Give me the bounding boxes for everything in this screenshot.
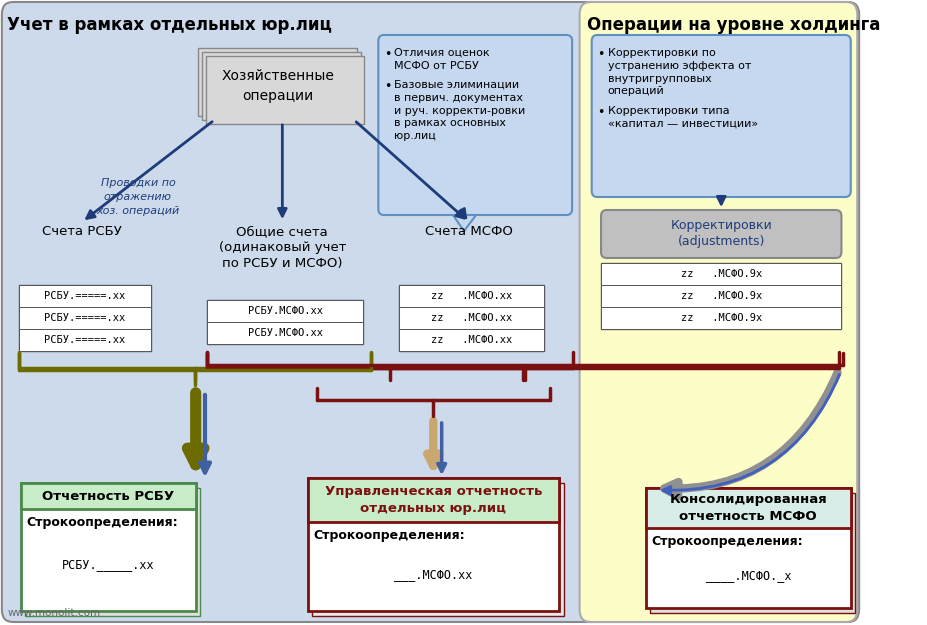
Bar	[308, 478, 559, 522]
Text: Консолидированная
отчетность МСФО: Консолидированная отчетность МСФО	[669, 493, 827, 522]
Text: zz   .МСФО.хх: zz .МСФО.хх	[431, 313, 512, 323]
Text: Проводки по
отражению
хоз. операций: Проводки по отражению хоз. операций	[96, 178, 180, 216]
Text: Управленческая отчетность
отдельных юр.лиц: Управленческая отчетность отдельных юр.л…	[324, 485, 542, 515]
Bar	[206, 56, 364, 124]
Bar	[207, 322, 363, 344]
Bar	[399, 307, 544, 329]
Text: zz   .МСФО.9х: zz .МСФО.9х	[680, 269, 762, 279]
Text: Общие счета
(одинаковый учет
по РСБУ и МСФО): Общие счета (одинаковый учет по РСБУ и М…	[219, 225, 346, 270]
Bar	[601, 263, 842, 285]
Text: Корректировки
(adjustments): Корректировки (adjustments)	[670, 219, 772, 249]
Text: Операции на уровне холдинга: Операции на уровне холдинга	[587, 16, 881, 34]
Text: Счета РСБУ: Счета РСБУ	[42, 225, 122, 238]
Bar	[646, 488, 851, 528]
Text: Хозяйственные
операции: Хозяйственные операции	[222, 69, 334, 102]
Bar	[399, 285, 544, 307]
Bar	[207, 300, 363, 344]
Bar	[20, 483, 196, 611]
Text: •: •	[384, 80, 391, 93]
Text: •: •	[384, 48, 391, 61]
Bar	[198, 48, 357, 116]
Text: www.monolit.com: www.monolit.com	[7, 608, 101, 618]
Text: РСБУ._____.хх: РСБУ._____.хх	[62, 559, 155, 571]
Bar	[308, 478, 559, 611]
Text: Отличия оценок
МСФО от РСБУ: Отличия оценок МСФО от РСБУ	[394, 48, 489, 71]
Bar	[19, 329, 151, 351]
Polygon shape	[453, 215, 476, 231]
Text: zz   .МСФО.9х: zz .МСФО.9х	[680, 313, 762, 323]
Bar	[312, 483, 564, 616]
Text: Отчетность РСБУ: Отчетность РСБУ	[42, 489, 174, 502]
Bar	[19, 285, 151, 351]
Bar	[651, 493, 856, 613]
Bar	[601, 285, 842, 307]
FancyBboxPatch shape	[2, 2, 859, 622]
Text: Строкоопределения:: Строкоопределения:	[652, 535, 803, 548]
Bar	[207, 300, 363, 322]
Text: РСБУ.=====.хх: РСБУ.=====.хх	[44, 335, 125, 345]
Bar	[601, 263, 842, 329]
Bar	[19, 285, 151, 307]
Text: zz   .МСФО.хх: zz .МСФО.хх	[431, 335, 512, 345]
FancyBboxPatch shape	[591, 35, 851, 197]
FancyBboxPatch shape	[579, 2, 857, 622]
Bar	[646, 488, 851, 608]
Text: РСБУ.МСФО.хх: РСБУ.МСФО.хх	[248, 306, 323, 316]
Text: РСБУ.МСФО.хх: РСБУ.МСФО.хх	[248, 328, 323, 338]
Text: Учет в рамках отдельных юр.лиц: Учет в рамках отдельных юр.лиц	[6, 16, 331, 34]
Text: Счета МСФО: Счета МСФО	[425, 225, 513, 238]
Bar	[25, 488, 200, 616]
Text: Корректировки типа
«капитал — инвестиции»: Корректировки типа «капитал — инвестиции…	[607, 106, 757, 129]
Bar	[601, 307, 842, 329]
Text: Корректировки по
устранению эффекта от
внутригрупповых
операций: Корректировки по устранению эффекта от в…	[607, 48, 751, 96]
Text: •: •	[597, 106, 604, 119]
Bar	[202, 52, 361, 120]
Text: Строкоопределения:: Строкоопределения:	[313, 529, 464, 542]
Text: Базовые элиминации
в первич. документах
и руч. корректи-ровки
в рамках основных
: Базовые элиминации в первич. документах …	[394, 80, 526, 141]
Text: РСБУ.=====.хх: РСБУ.=====.хх	[44, 291, 125, 301]
Bar	[399, 329, 544, 351]
Text: ___.МСФО.хх: ___.МСФО.хх	[394, 569, 473, 581]
Text: Строкоопределения:: Строкоопределения:	[26, 516, 178, 529]
FancyBboxPatch shape	[601, 210, 842, 258]
Bar	[20, 483, 196, 509]
Text: zz   .МСФО.хх: zz .МСФО.хх	[431, 291, 512, 301]
Text: ____.МСФО._х: ____.МСФО._х	[705, 569, 791, 582]
Text: РСБУ.=====.хх: РСБУ.=====.хх	[44, 313, 125, 323]
Text: zz   .МСФО.9х: zz .МСФО.9х	[680, 291, 762, 301]
Text: •: •	[597, 48, 604, 61]
FancyBboxPatch shape	[378, 35, 572, 215]
Bar	[399, 285, 544, 351]
Bar	[19, 307, 151, 329]
